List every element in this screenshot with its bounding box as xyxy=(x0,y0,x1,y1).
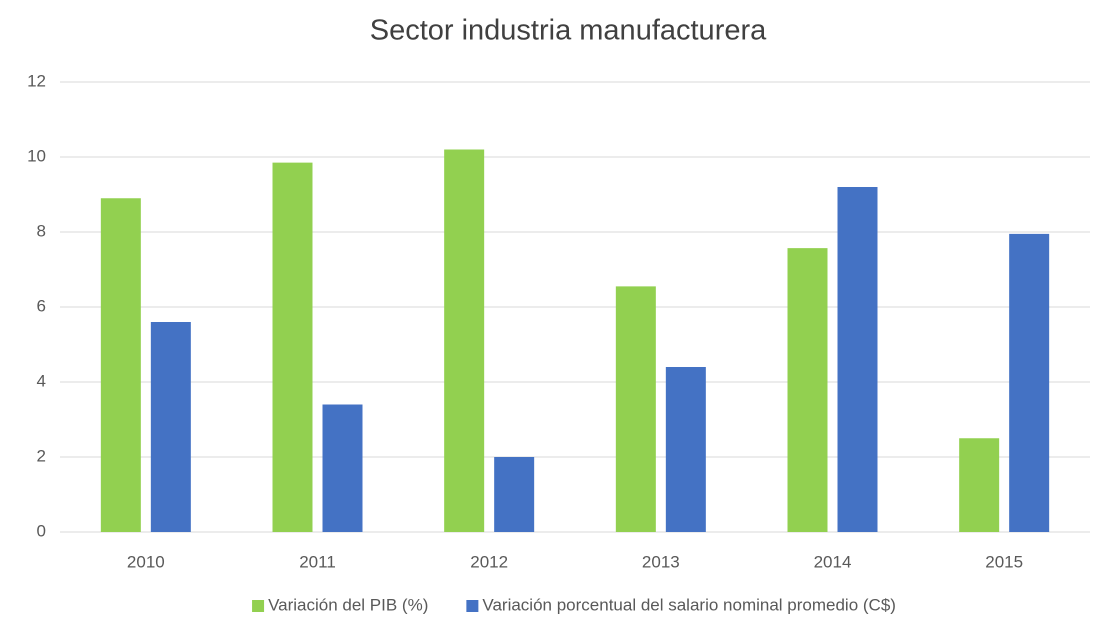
y-tick-label: 12 xyxy=(27,71,46,90)
x-tick-label: 2015 xyxy=(985,552,1023,571)
legend-swatch xyxy=(252,600,265,612)
legend-label: Variación porcentual del salario nominal… xyxy=(482,595,896,614)
bar xyxy=(272,162,313,532)
bar xyxy=(615,286,656,532)
bar xyxy=(665,367,706,532)
y-tick-label: 2 xyxy=(37,446,46,465)
bar xyxy=(494,457,535,532)
y-tick-label: 4 xyxy=(37,371,46,390)
bar xyxy=(837,187,878,532)
y-tick-label: 0 xyxy=(37,521,46,540)
y-tick-label: 8 xyxy=(37,221,46,240)
bar xyxy=(150,322,191,532)
x-tick-label: 2010 xyxy=(127,552,165,571)
y-tick-label: 6 xyxy=(37,296,46,315)
bar xyxy=(444,149,485,532)
bar xyxy=(959,438,1000,532)
bar xyxy=(322,404,363,532)
x-tick-label: 2014 xyxy=(814,552,852,571)
x-tick-label: 2012 xyxy=(470,552,508,571)
bar xyxy=(100,198,141,532)
x-tick-label: 2013 xyxy=(642,552,680,571)
legend-label: Variación del PIB (%) xyxy=(268,595,428,614)
x-tick-label: 2011 xyxy=(299,552,336,571)
chart-title: Sector industria manufacturera xyxy=(370,15,767,47)
y-tick-label: 10 xyxy=(27,146,46,165)
bar xyxy=(787,248,828,532)
legend-swatch xyxy=(466,600,479,612)
bar xyxy=(1009,233,1050,532)
